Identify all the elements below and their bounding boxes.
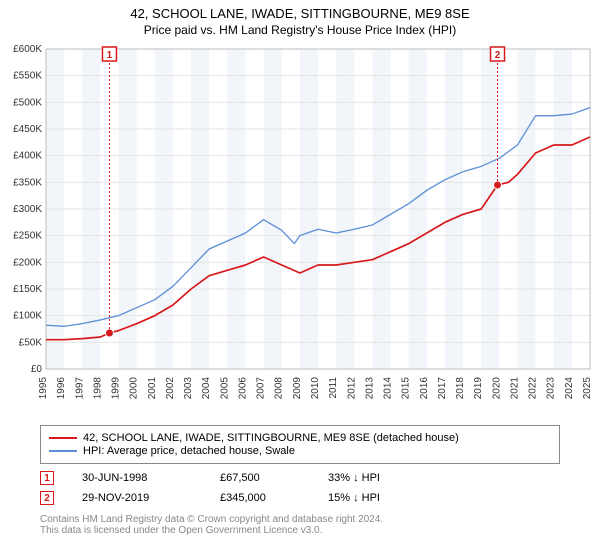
marker-date: 30-JUN-1998 xyxy=(82,472,192,484)
svg-text:2025: 2025 xyxy=(582,377,593,400)
svg-text:2004: 2004 xyxy=(201,377,212,400)
svg-text:2002: 2002 xyxy=(165,377,176,400)
svg-text:£300K: £300K xyxy=(13,204,42,215)
svg-text:1: 1 xyxy=(107,50,113,61)
marker-price: £345,000 xyxy=(220,492,300,504)
svg-text:2006: 2006 xyxy=(237,377,248,400)
svg-text:2: 2 xyxy=(495,50,501,61)
svg-text:1997: 1997 xyxy=(74,377,85,400)
svg-text:2005: 2005 xyxy=(219,377,230,400)
svg-text:2014: 2014 xyxy=(383,377,394,400)
chart-title-address: 42, SCHOOL LANE, IWADE, SITTINGBOURNE, M… xyxy=(0,6,600,21)
svg-text:£550K: £550K xyxy=(13,71,42,82)
svg-text:£0: £0 xyxy=(31,364,43,375)
svg-text:£600K: £600K xyxy=(13,44,42,55)
svg-text:1995: 1995 xyxy=(38,377,49,400)
chart-area: £0 £50K £100K £150K £200K £250K £300K £350K £400… xyxy=(0,39,600,419)
svg-text:2019: 2019 xyxy=(473,377,484,400)
legend-label: 42, SCHOOL LANE, IWADE, SITTINGBOURNE, M… xyxy=(83,432,459,444)
svg-text:2015: 2015 xyxy=(401,377,412,400)
svg-text:2020: 2020 xyxy=(491,377,502,400)
svg-text:1998: 1998 xyxy=(92,377,103,400)
svg-text:2000: 2000 xyxy=(129,377,140,400)
marker-price: £67,500 xyxy=(220,472,300,484)
attribution: Contains HM Land Registry data © Crown c… xyxy=(40,514,560,536)
svg-text:2009: 2009 xyxy=(292,377,303,400)
svg-text:2003: 2003 xyxy=(183,377,194,400)
marker-badge: 2 xyxy=(40,491,54,505)
svg-text:£50K: £50K xyxy=(19,337,43,348)
marker-delta: 33% ↓ HPI xyxy=(328,472,380,484)
legend: 42, SCHOOL LANE, IWADE, SITTINGBOURNE, M… xyxy=(40,425,560,464)
svg-text:1996: 1996 xyxy=(56,377,67,400)
svg-text:2010: 2010 xyxy=(310,377,321,400)
svg-text:£450K: £450K xyxy=(13,124,42,135)
svg-text:2024: 2024 xyxy=(564,377,575,400)
svg-text:2016: 2016 xyxy=(419,377,430,400)
svg-text:2017: 2017 xyxy=(437,377,448,400)
svg-text:2007: 2007 xyxy=(256,377,267,400)
svg-text:£200K: £200K xyxy=(13,257,42,268)
svg-text:2022: 2022 xyxy=(528,377,539,400)
line-chart: £0 £50K £100K £150K £200K £250K £300K £350K £400… xyxy=(0,39,600,419)
svg-text:2023: 2023 xyxy=(546,377,557,400)
svg-text:2021: 2021 xyxy=(509,377,520,400)
attribution-line: This data is licensed under the Open Gov… xyxy=(40,525,560,536)
svg-text:£100K: £100K xyxy=(13,311,42,322)
svg-text:2001: 2001 xyxy=(147,377,158,400)
attribution-line: Contains HM Land Registry data © Crown c… xyxy=(40,514,560,525)
svg-text:2013: 2013 xyxy=(364,377,375,400)
legend-swatch xyxy=(49,450,77,452)
svg-text:£150K: £150K xyxy=(13,284,42,295)
legend-label: HPI: Average price, detached house, Swal… xyxy=(83,445,295,457)
svg-text:£350K: £350K xyxy=(13,177,42,188)
legend-item: 42, SCHOOL LANE, IWADE, SITTINGBOURNE, M… xyxy=(49,432,551,444)
marker-date: 29-NOV-2019 xyxy=(82,492,192,504)
marker-row: 1 30-JUN-1998 £67,500 33% ↓ HPI xyxy=(40,468,560,488)
svg-text:2008: 2008 xyxy=(274,377,285,400)
marker-row: 2 29-NOV-2019 £345,000 15% ↓ HPI xyxy=(40,488,560,508)
svg-text:1999: 1999 xyxy=(111,377,122,400)
marker-badge: 1 xyxy=(40,471,54,485)
legend-swatch xyxy=(49,437,77,439)
chart-title-sub: Price paid vs. HM Land Registry's House … xyxy=(0,23,600,37)
svg-text:£250K: £250K xyxy=(13,231,42,242)
marker-delta: 15% ↓ HPI xyxy=(328,492,380,504)
svg-text:£500K: £500K xyxy=(13,97,42,108)
svg-text:£400K: £400K xyxy=(13,151,42,162)
marker-table: 1 30-JUN-1998 £67,500 33% ↓ HPI 2 29-NOV… xyxy=(40,468,560,508)
svg-text:2011: 2011 xyxy=(328,377,339,399)
svg-text:2012: 2012 xyxy=(346,377,357,400)
svg-text:2018: 2018 xyxy=(455,377,466,400)
legend-item: HPI: Average price, detached house, Swal… xyxy=(49,445,551,457)
